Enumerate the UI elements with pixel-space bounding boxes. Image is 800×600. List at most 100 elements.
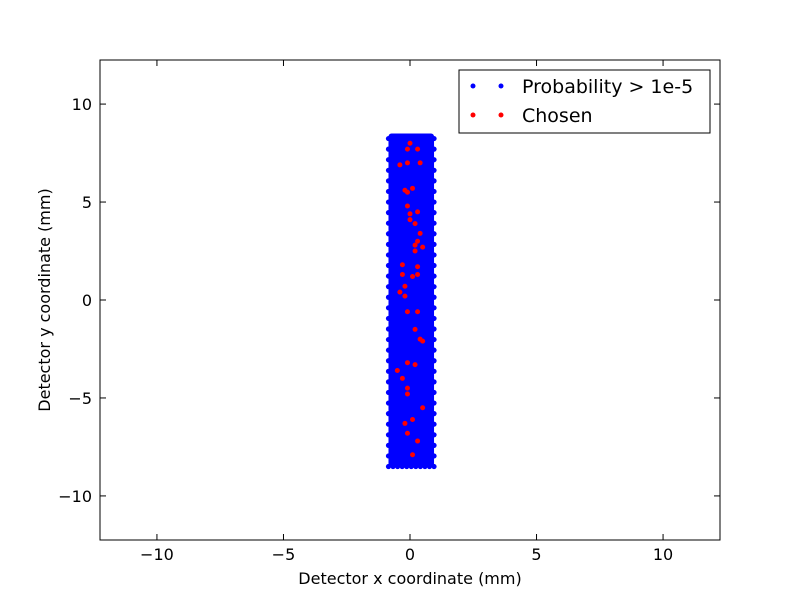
chosen-point bbox=[417, 230, 423, 236]
probability-point bbox=[404, 220, 410, 226]
probability-point bbox=[404, 315, 410, 322]
probability-point bbox=[431, 347, 437, 353]
probability-point bbox=[408, 411, 414, 417]
probability-point bbox=[395, 432, 401, 438]
probability-point bbox=[417, 220, 423, 226]
chosen-point bbox=[404, 146, 410, 152]
probability-point bbox=[426, 432, 433, 438]
probability-point bbox=[431, 389, 437, 396]
probability-point bbox=[408, 167, 414, 173]
x-tick-label: −10 bbox=[140, 545, 174, 564]
probability-point bbox=[395, 305, 401, 311]
probability-point bbox=[431, 368, 437, 374]
chosen-point bbox=[415, 209, 421, 215]
probability-point bbox=[385, 135, 392, 142]
probability-point bbox=[431, 379, 437, 385]
chosen-point bbox=[410, 452, 416, 458]
chosen-point bbox=[412, 326, 418, 332]
probability-point bbox=[422, 411, 428, 417]
probability-point bbox=[426, 421, 433, 427]
probability-point bbox=[390, 379, 396, 385]
probability-point bbox=[390, 336, 396, 343]
probability-point bbox=[413, 432, 419, 438]
probability-point bbox=[422, 358, 428, 364]
probability-point bbox=[417, 347, 423, 353]
chosen-point bbox=[399, 375, 405, 381]
probability-point bbox=[404, 135, 410, 142]
probability-point bbox=[413, 252, 419, 258]
probability-point bbox=[399, 463, 405, 470]
probability-point bbox=[413, 347, 419, 353]
probability-point bbox=[413, 379, 419, 385]
probability-point bbox=[395, 379, 401, 385]
probability-point bbox=[417, 368, 423, 374]
probability-point bbox=[399, 220, 405, 226]
probability-point bbox=[385, 336, 392, 343]
chosen-point bbox=[415, 146, 421, 152]
probability-point bbox=[408, 135, 414, 142]
legend-marker-probability bbox=[498, 83, 504, 89]
probability-point bbox=[413, 294, 419, 300]
y-tick-label: −10 bbox=[58, 487, 92, 506]
probability-point bbox=[408, 400, 414, 406]
probability-point bbox=[395, 453, 401, 459]
x-tick-label: 5 bbox=[531, 545, 541, 564]
probability-point bbox=[408, 199, 414, 205]
probability-point bbox=[431, 305, 437, 311]
probability-point bbox=[395, 199, 401, 205]
probability-point bbox=[385, 241, 392, 247]
probability-point bbox=[404, 411, 410, 417]
probability-point bbox=[385, 231, 392, 237]
probability-point bbox=[417, 442, 423, 448]
x-axis-ticks: −10 −5 0 5 10 bbox=[140, 60, 673, 564]
probability-point bbox=[422, 178, 428, 184]
probability-point bbox=[385, 188, 392, 195]
probability-point bbox=[390, 305, 396, 311]
chosen-point bbox=[404, 430, 410, 436]
probability-point bbox=[417, 284, 423, 290]
probability-point bbox=[413, 284, 419, 290]
probability-region bbox=[385, 133, 437, 470]
probability-point bbox=[426, 442, 433, 448]
probability-point bbox=[417, 135, 423, 142]
probability-point bbox=[422, 421, 428, 427]
probability-point bbox=[399, 146, 405, 152]
probability-point bbox=[431, 336, 437, 343]
probability-point bbox=[399, 178, 405, 184]
probability-point bbox=[408, 146, 414, 152]
x-axis-label: Detector x coordinate (mm) bbox=[298, 569, 521, 588]
chosen-point bbox=[420, 244, 426, 250]
probability-point bbox=[404, 347, 410, 353]
probability-point bbox=[431, 241, 437, 247]
probability-point bbox=[390, 400, 396, 406]
probability-point bbox=[399, 167, 405, 173]
chosen-point bbox=[407, 217, 413, 223]
probability-point bbox=[413, 199, 419, 205]
probability-point bbox=[417, 400, 423, 406]
probability-point bbox=[417, 389, 423, 396]
probability-point bbox=[422, 442, 428, 448]
probability-point bbox=[422, 210, 428, 216]
chosen-point bbox=[420, 405, 426, 411]
legend: Probability > 1e-5 Chosen bbox=[458, 69, 711, 134]
probability-point bbox=[422, 347, 428, 353]
probability-point bbox=[422, 315, 428, 322]
probability-point bbox=[395, 326, 401, 332]
probability-point bbox=[417, 199, 423, 205]
probability-point bbox=[408, 358, 414, 364]
chosen-point bbox=[399, 272, 405, 278]
x-tick-label: −5 bbox=[272, 545, 296, 564]
probability-point bbox=[422, 273, 428, 279]
probability-point bbox=[431, 262, 437, 269]
chosen-point bbox=[412, 242, 418, 248]
probability-point bbox=[399, 199, 405, 205]
probability-point bbox=[413, 411, 419, 417]
chosen-point bbox=[412, 362, 418, 368]
probability-point bbox=[417, 326, 423, 332]
probability-point bbox=[431, 442, 437, 448]
probability-point bbox=[404, 379, 410, 385]
probability-point bbox=[385, 347, 392, 353]
probability-point bbox=[399, 305, 405, 311]
probability-point bbox=[431, 432, 437, 438]
